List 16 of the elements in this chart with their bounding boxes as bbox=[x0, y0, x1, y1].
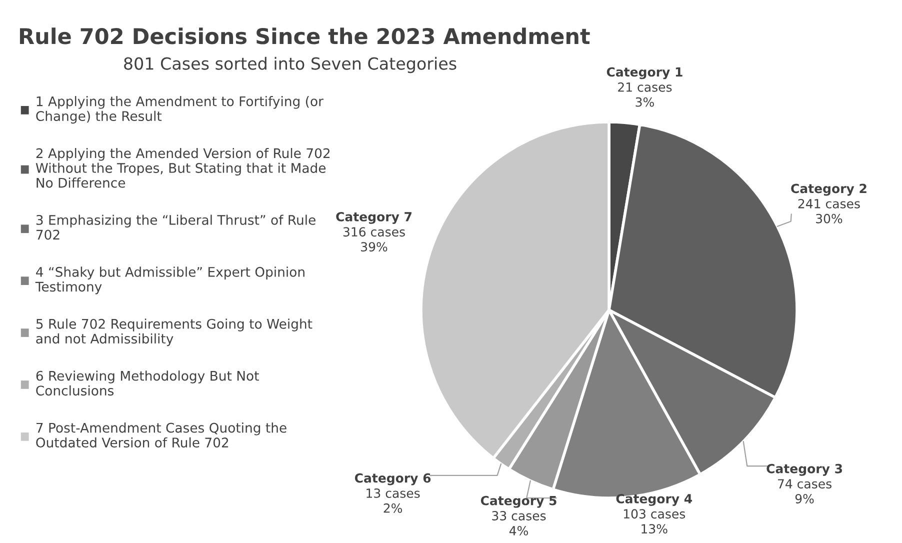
legend-label: 3 Emphasizing the “Liberal Thrust” of Rule 702 bbox=[36, 214, 316, 240]
data-label: Category 3 74 cases 9% bbox=[766, 464, 842, 504]
legend-label: 5 Rule 702 Requirements Going to Weight and not Admissibility bbox=[36, 318, 312, 346]
legend-label: 1 Applying the Amendment to Fortifying (or Change) the Result bbox=[36, 96, 324, 124]
legend-label: 7 Post-Amendment Cases Quoting the Outdated Version of Rule 702 bbox=[36, 422, 286, 448]
chart-title: Rule 702 Decisions Since the 2023 Amendment bbox=[20, 28, 590, 44]
chart-subtitle: 801 Cases sorted into Seven Categories bbox=[124, 56, 456, 74]
data-label: Category 1 21 cases 3% bbox=[606, 67, 682, 107]
data-label: Category 2 241 cases 30% bbox=[791, 184, 866, 224]
data-label: Category 4 103 cases 13% bbox=[616, 494, 692, 534]
data-label: Category 5 33 cases 4% bbox=[480, 496, 556, 536]
data-label: Category 7 316 cases 39% bbox=[336, 212, 412, 252]
legend-label: 2 Applying the Amended Version of Rule 702 Without the Tropes, But Stating that it Made No Difference bbox=[36, 148, 330, 188]
legend-label: 6 Reviewing Methodology But Not Conclusions bbox=[36, 370, 259, 396]
legend-label: 4 “Shaky but Admissible” Expert Opinion Testimony bbox=[35, 266, 304, 294]
data-label: Category 6 13 cases 2% bbox=[354, 473, 431, 513]
